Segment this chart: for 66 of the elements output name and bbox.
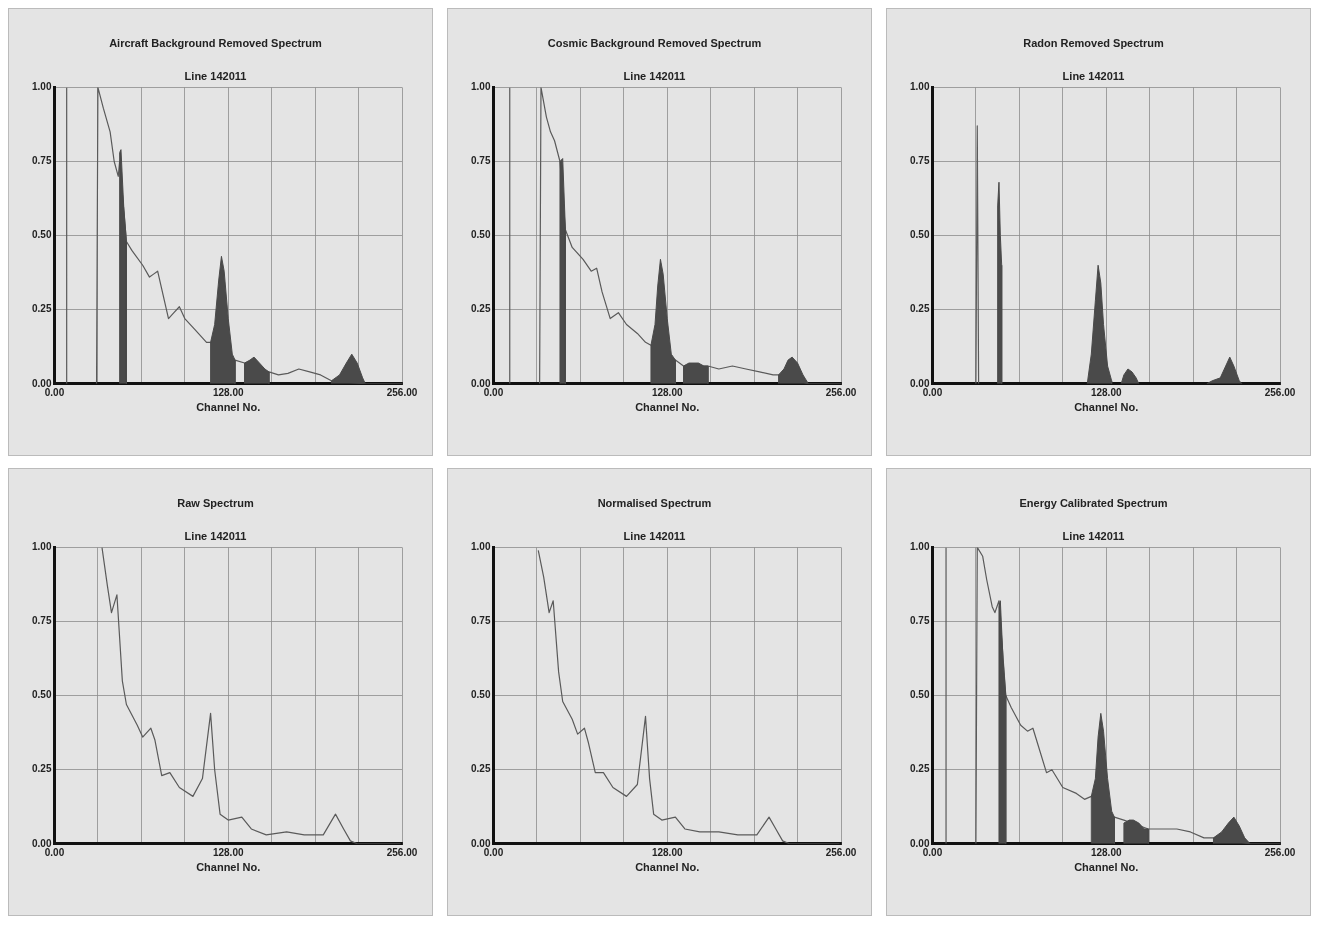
x-tick-label: 128.00 [212,386,244,398]
y-tick-label: 0.25 [909,303,930,315]
y-tick-label: 0.00 [909,377,930,389]
y-tick-label: 0.75 [470,615,491,627]
chart-subtitle: Line 142011 [184,69,247,82]
x-axis-title: Channel No. [1074,401,1139,414]
x-tick-label: 0.00 [922,386,943,398]
y-tick-label: 1.00 [470,81,491,93]
chart-title: Energy Calibrated Spectrum [1019,496,1168,509]
x-tick-label: 128.00 [1090,846,1122,858]
chart-title: Normalised Spectrum [597,496,712,509]
x-tick-label: 0.00 [44,386,65,398]
y-tick-label: 0.75 [909,155,930,167]
y-tick-label: 0.50 [470,229,491,241]
y-tick-label: 1.00 [31,81,52,93]
y-tick-label: 0.75 [470,155,491,167]
y-tick-label: 0.00 [31,837,52,849]
y-tick-label: 0.50 [909,229,930,241]
y-tick-label: 0.00 [31,377,52,389]
x-tick-label: 128.00 [651,386,683,398]
y-tick-label: 1.00 [909,81,930,93]
x-tick-label: 0.00 [483,846,504,858]
chart-title: Aircraft Background Removed Spectrum [109,36,323,49]
x-axis-title: Channel No. [635,401,700,414]
y-tick-label: 0.25 [470,763,491,775]
y-tick-label: 0.25 [31,763,52,775]
chart-title: Cosmic Background Removed Spectrum [547,36,762,49]
y-tick-label: 0.75 [909,615,930,627]
y-tick-label: 0.00 [909,837,930,849]
chart-subtitle: Line 142011 [184,529,247,542]
chart-subtitle: Line 142011 [623,529,686,542]
x-axis-title: Channel No. [1074,861,1139,874]
x-tick-label: 128.00 [1090,386,1122,398]
y-tick-label: 0.00 [470,837,491,849]
x-tick-label: 256.00 [1264,846,1296,858]
y-tick-label: 1.00 [909,541,930,553]
y-tick-label: 0.50 [31,689,52,701]
x-tick-label: 0.00 [483,386,504,398]
x-axis-title: Channel No. [635,861,700,874]
x-tick-label: 256.00 [825,846,857,858]
x-tick-label: 256.00 [825,386,857,398]
y-tick-label: 0.75 [31,155,52,167]
x-tick-label: 0.00 [44,846,65,858]
x-axis-title: Channel No. [196,401,261,414]
y-tick-label: 0.25 [470,303,491,315]
y-tick-label: 1.00 [470,541,491,553]
y-tick-label: 0.75 [31,615,52,627]
y-tick-label: 1.00 [31,541,52,553]
x-tick-label: 128.00 [651,846,683,858]
chart-title: Raw Spectrum [177,496,254,509]
x-tick-label: 128.00 [212,846,244,858]
y-tick-label: 0.50 [909,689,930,701]
x-tick-label: 256.00 [386,386,418,398]
y-tick-label: 0.00 [470,377,491,389]
chart-subtitle: Line 142011 [1062,529,1125,542]
x-tick-label: 256.00 [1264,386,1296,398]
y-tick-label: 0.25 [909,763,930,775]
y-tick-label: 0.25 [31,303,52,315]
chart-subtitle: Line 142011 [623,69,686,82]
y-tick-label: 0.50 [31,229,52,241]
x-tick-label: 256.00 [386,846,418,858]
chart-subtitle: Line 142011 [1062,69,1125,82]
chart-title: Radon Removed Spectrum [1023,36,1165,49]
x-axis-title: Channel No. [196,861,261,874]
x-tick-label: 0.00 [922,846,943,858]
y-tick-label: 0.50 [470,689,491,701]
